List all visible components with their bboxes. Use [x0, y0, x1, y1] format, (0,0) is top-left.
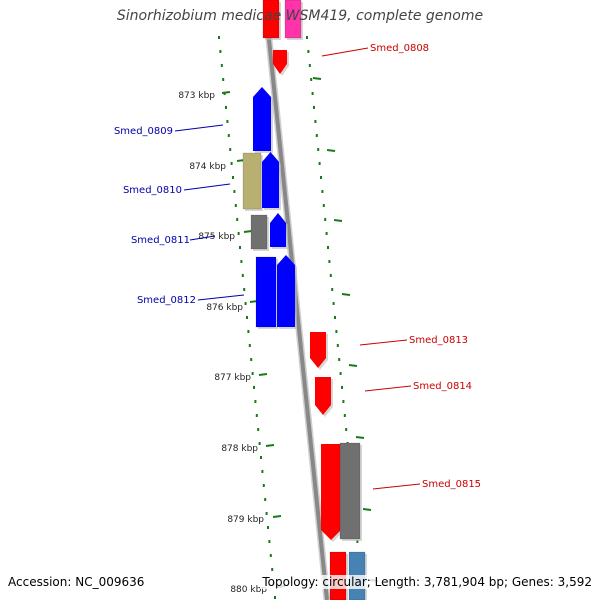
gene-label-smed-0814: Smed_0814: [413, 381, 472, 392]
gene-label-smed-0812: Smed_0812: [137, 295, 196, 306]
scale-tick: [243, 230, 253, 233]
scale-tick: [221, 91, 231, 94]
scale-label: 873 kbp: [178, 91, 215, 101]
scale-tick: [272, 515, 282, 518]
gene-smed-0811-b: [270, 213, 286, 247]
scale-label: 875 kbp: [198, 232, 235, 242]
scale-tick: [326, 149, 336, 152]
gene-label-smed-0813: Smed_0813: [409, 335, 468, 346]
scale-label: 878 kbp: [221, 444, 258, 454]
scale-label: 874 kbp: [189, 162, 226, 172]
scale-label: 877 kbp: [214, 373, 251, 383]
scale-tick: [312, 77, 322, 80]
scale-tick: [348, 364, 358, 367]
scale-tick: [362, 508, 372, 511]
scale-tick: [341, 293, 351, 296]
accession-text: Accession: NC_009636: [6, 575, 147, 589]
topology-text: Topology: circular; Length: 3,781,904 bp…: [260, 575, 594, 589]
scale-label: 879 kbp: [227, 515, 264, 525]
gene-leader-line: [197, 294, 245, 301]
gene-leader-line: [359, 339, 408, 346]
gene-pink-top: [284, 0, 302, 39]
scale-label: 876 kbp: [206, 303, 243, 313]
gene-smed-0815-b: [339, 442, 361, 540]
gene-smed-0808: [273, 50, 287, 74]
gene-leader-line: [364, 385, 412, 392]
gene-smed-0815: [321, 444, 341, 540]
gene-label-smed-0811: Smed_0811: [131, 235, 190, 246]
scale-tick: [333, 219, 343, 222]
genome-title: Sinorhizobium medicae WSM419, complete g…: [116, 8, 484, 24]
scale-tick: [355, 436, 365, 439]
gene-smed-0812-b: [277, 255, 295, 327]
gene-smed-0812: [255, 256, 277, 328]
gene-leader-line: [372, 483, 421, 490]
gene-leader-line: [189, 235, 216, 241]
gene-smed-0809: [253, 87, 271, 151]
gene-smed-0810-b: [262, 152, 279, 208]
gene-label-smed-0815: Smed_0815: [422, 479, 481, 490]
gene-label-smed-0808: Smed_0808: [370, 43, 429, 54]
scale-tick: [258, 373, 268, 376]
gene-smed-0813: [310, 332, 326, 368]
gene-leader-line: [321, 47, 369, 57]
scale-label: 880 kbp: [230, 585, 267, 595]
gene-smed-0814: [315, 377, 331, 415]
gene-red-top: [262, 0, 280, 39]
gene-smed-0811: [250, 214, 268, 250]
gene-label-smed-0809: Smed_0809: [114, 126, 173, 137]
gene-leader-line: [174, 124, 224, 132]
gene-label-smed-0810: Smed_0810: [123, 185, 182, 196]
gene-smed-0810: [242, 152, 262, 210]
scale-tick: [265, 444, 275, 447]
gene-leader-line: [183, 183, 231, 191]
